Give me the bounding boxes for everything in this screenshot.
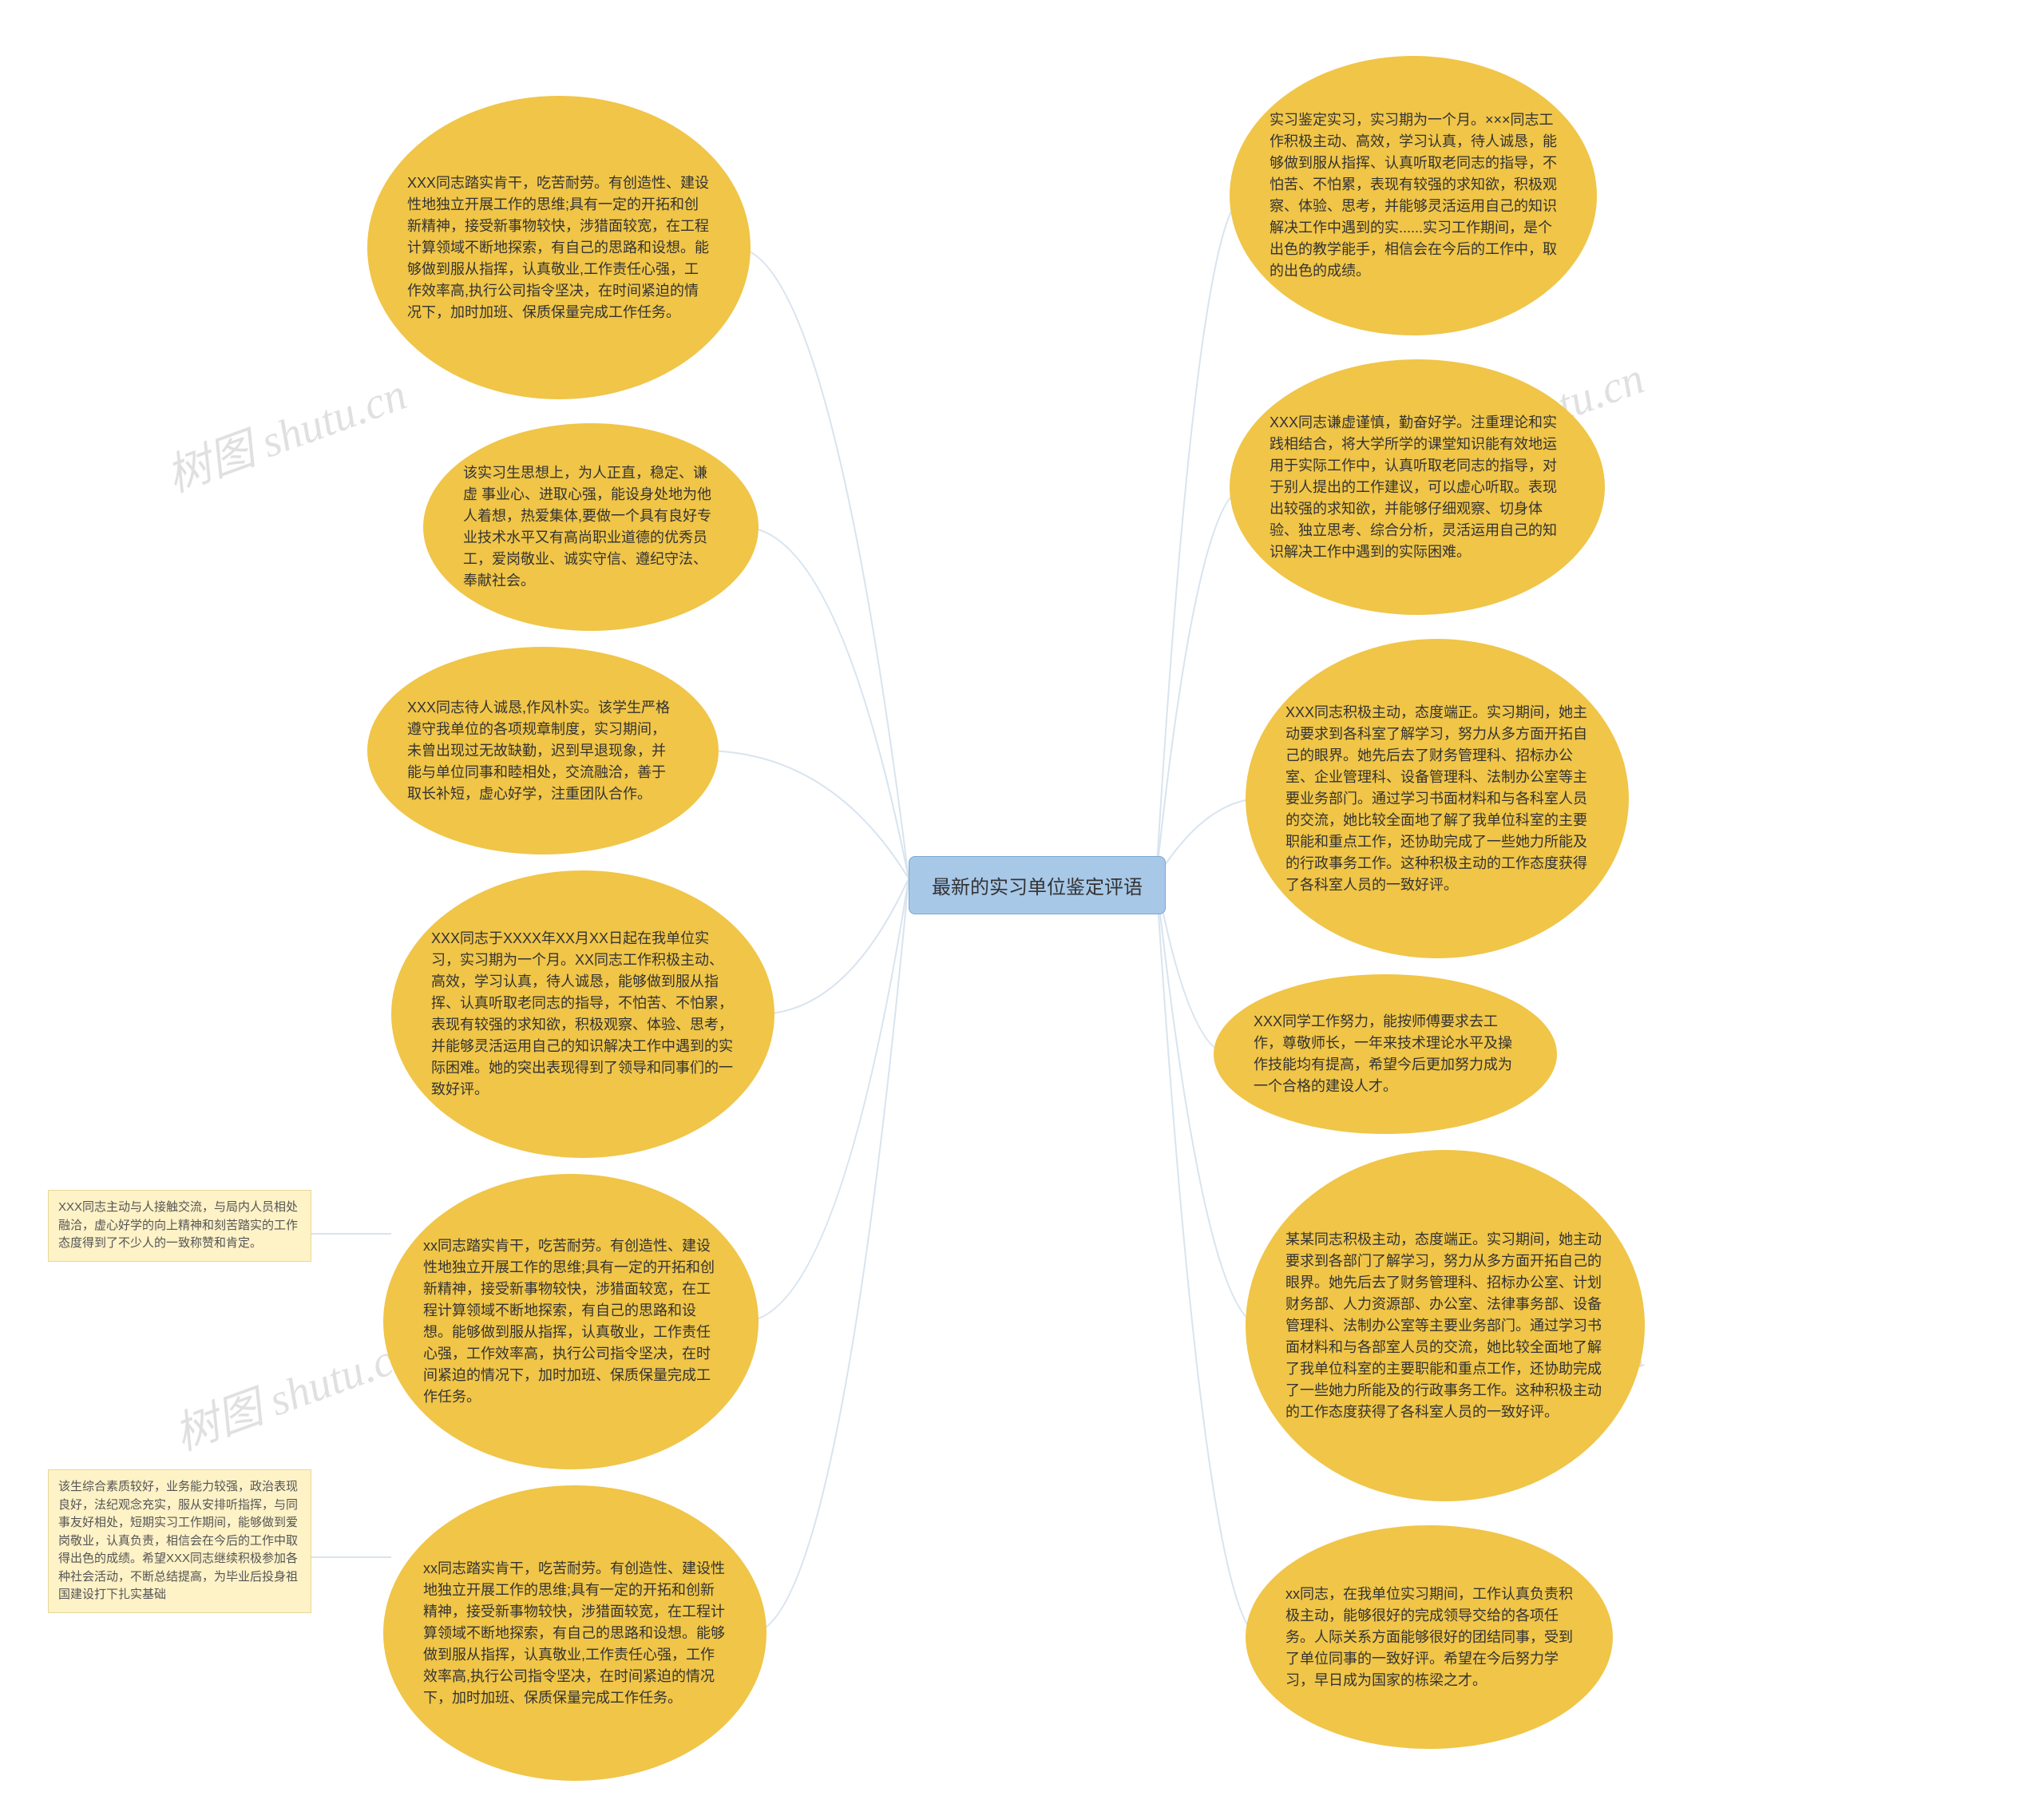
connector-center-L5 — [743, 878, 909, 1322]
bubble-L3: XXX同志待人诚恳,作风朴实。该学生严格遵守我单位的各项规章制度，实习期间，未曾… — [367, 647, 719, 854]
bubble-R1: 实习鉴定实习，实习期为一个月。×××同志工作积极主动、高效，学习认真，待人诚恳，… — [1230, 56, 1597, 335]
connector-center-L6 — [751, 878, 909, 1633]
bubble-L4: XXX同志于XXXX年XX月XX日起在我单位实习，实习期为一个月。XX同志工作积… — [391, 870, 774, 1158]
sidenote-S2: 该生综合素质较好，业务能力较强，政治表现良好，法纪观念充实，服从安排听指挥，与同… — [48, 1469, 311, 1613]
bubble-L6: xx同志踏实肯干，吃苦耐劳。有创造性、建设性地独立开展工作的思维;具有一定的开拓… — [383, 1485, 766, 1781]
connector-center-R6 — [1156, 878, 1262, 1637]
bubble-R2: XXX同志谦虚谨慎，勤奋好学。注重理论和实践相结合，将大学所学的课堂知识能有效地… — [1230, 359, 1605, 615]
connector-center-L3 — [703, 751, 909, 878]
connector-center-L1 — [735, 248, 909, 878]
connector-center-L4 — [759, 878, 909, 1014]
bubble-R6: xx同志，在我单位实习期间，工作认真负责积极主动，能够很好的完成领导交给的各项任… — [1246, 1525, 1613, 1749]
bubble-R5: 某某同志积极主动，态度端正。实习期间，她主动要求到各部门了解学习，努力从多方面开… — [1246, 1150, 1645, 1501]
bubble-L5: xx同志踏实肯干，吃苦耐劳。有创造性、建设性地独立开展工作的思维;具有一定的开拓… — [383, 1174, 759, 1469]
bubble-R4: XXX同学工作努力，能按师傅要求去工作，尊敬师长，一年来技术理论水平及操作技能均… — [1214, 974, 1557, 1134]
sidenote-S1: XXX同志主动与人接触交流，与局内人员相处融洽，虚心好学的向上精神和刻苦踏实的工… — [48, 1190, 311, 1262]
connector-center-L2 — [743, 527, 909, 878]
center-node: 最新的实习单位鉴定评语 — [909, 856, 1166, 914]
connector-center-R1 — [1156, 196, 1246, 878]
bubble-L1: XXX同志踏实肯干，吃苦耐劳。有创造性、建设性地独立开展工作的思维;具有一定的开… — [367, 96, 751, 399]
bubble-R3: XXX同志积极主动，态度端正。实习期间，她主动要求到各科室了解学习，努力从多方面… — [1246, 639, 1629, 958]
bubble-L2: 该实习生思想上，为人正直，稳定、谦虚 事业心、进取心强，能设身处地为他人着想，热… — [423, 423, 759, 631]
